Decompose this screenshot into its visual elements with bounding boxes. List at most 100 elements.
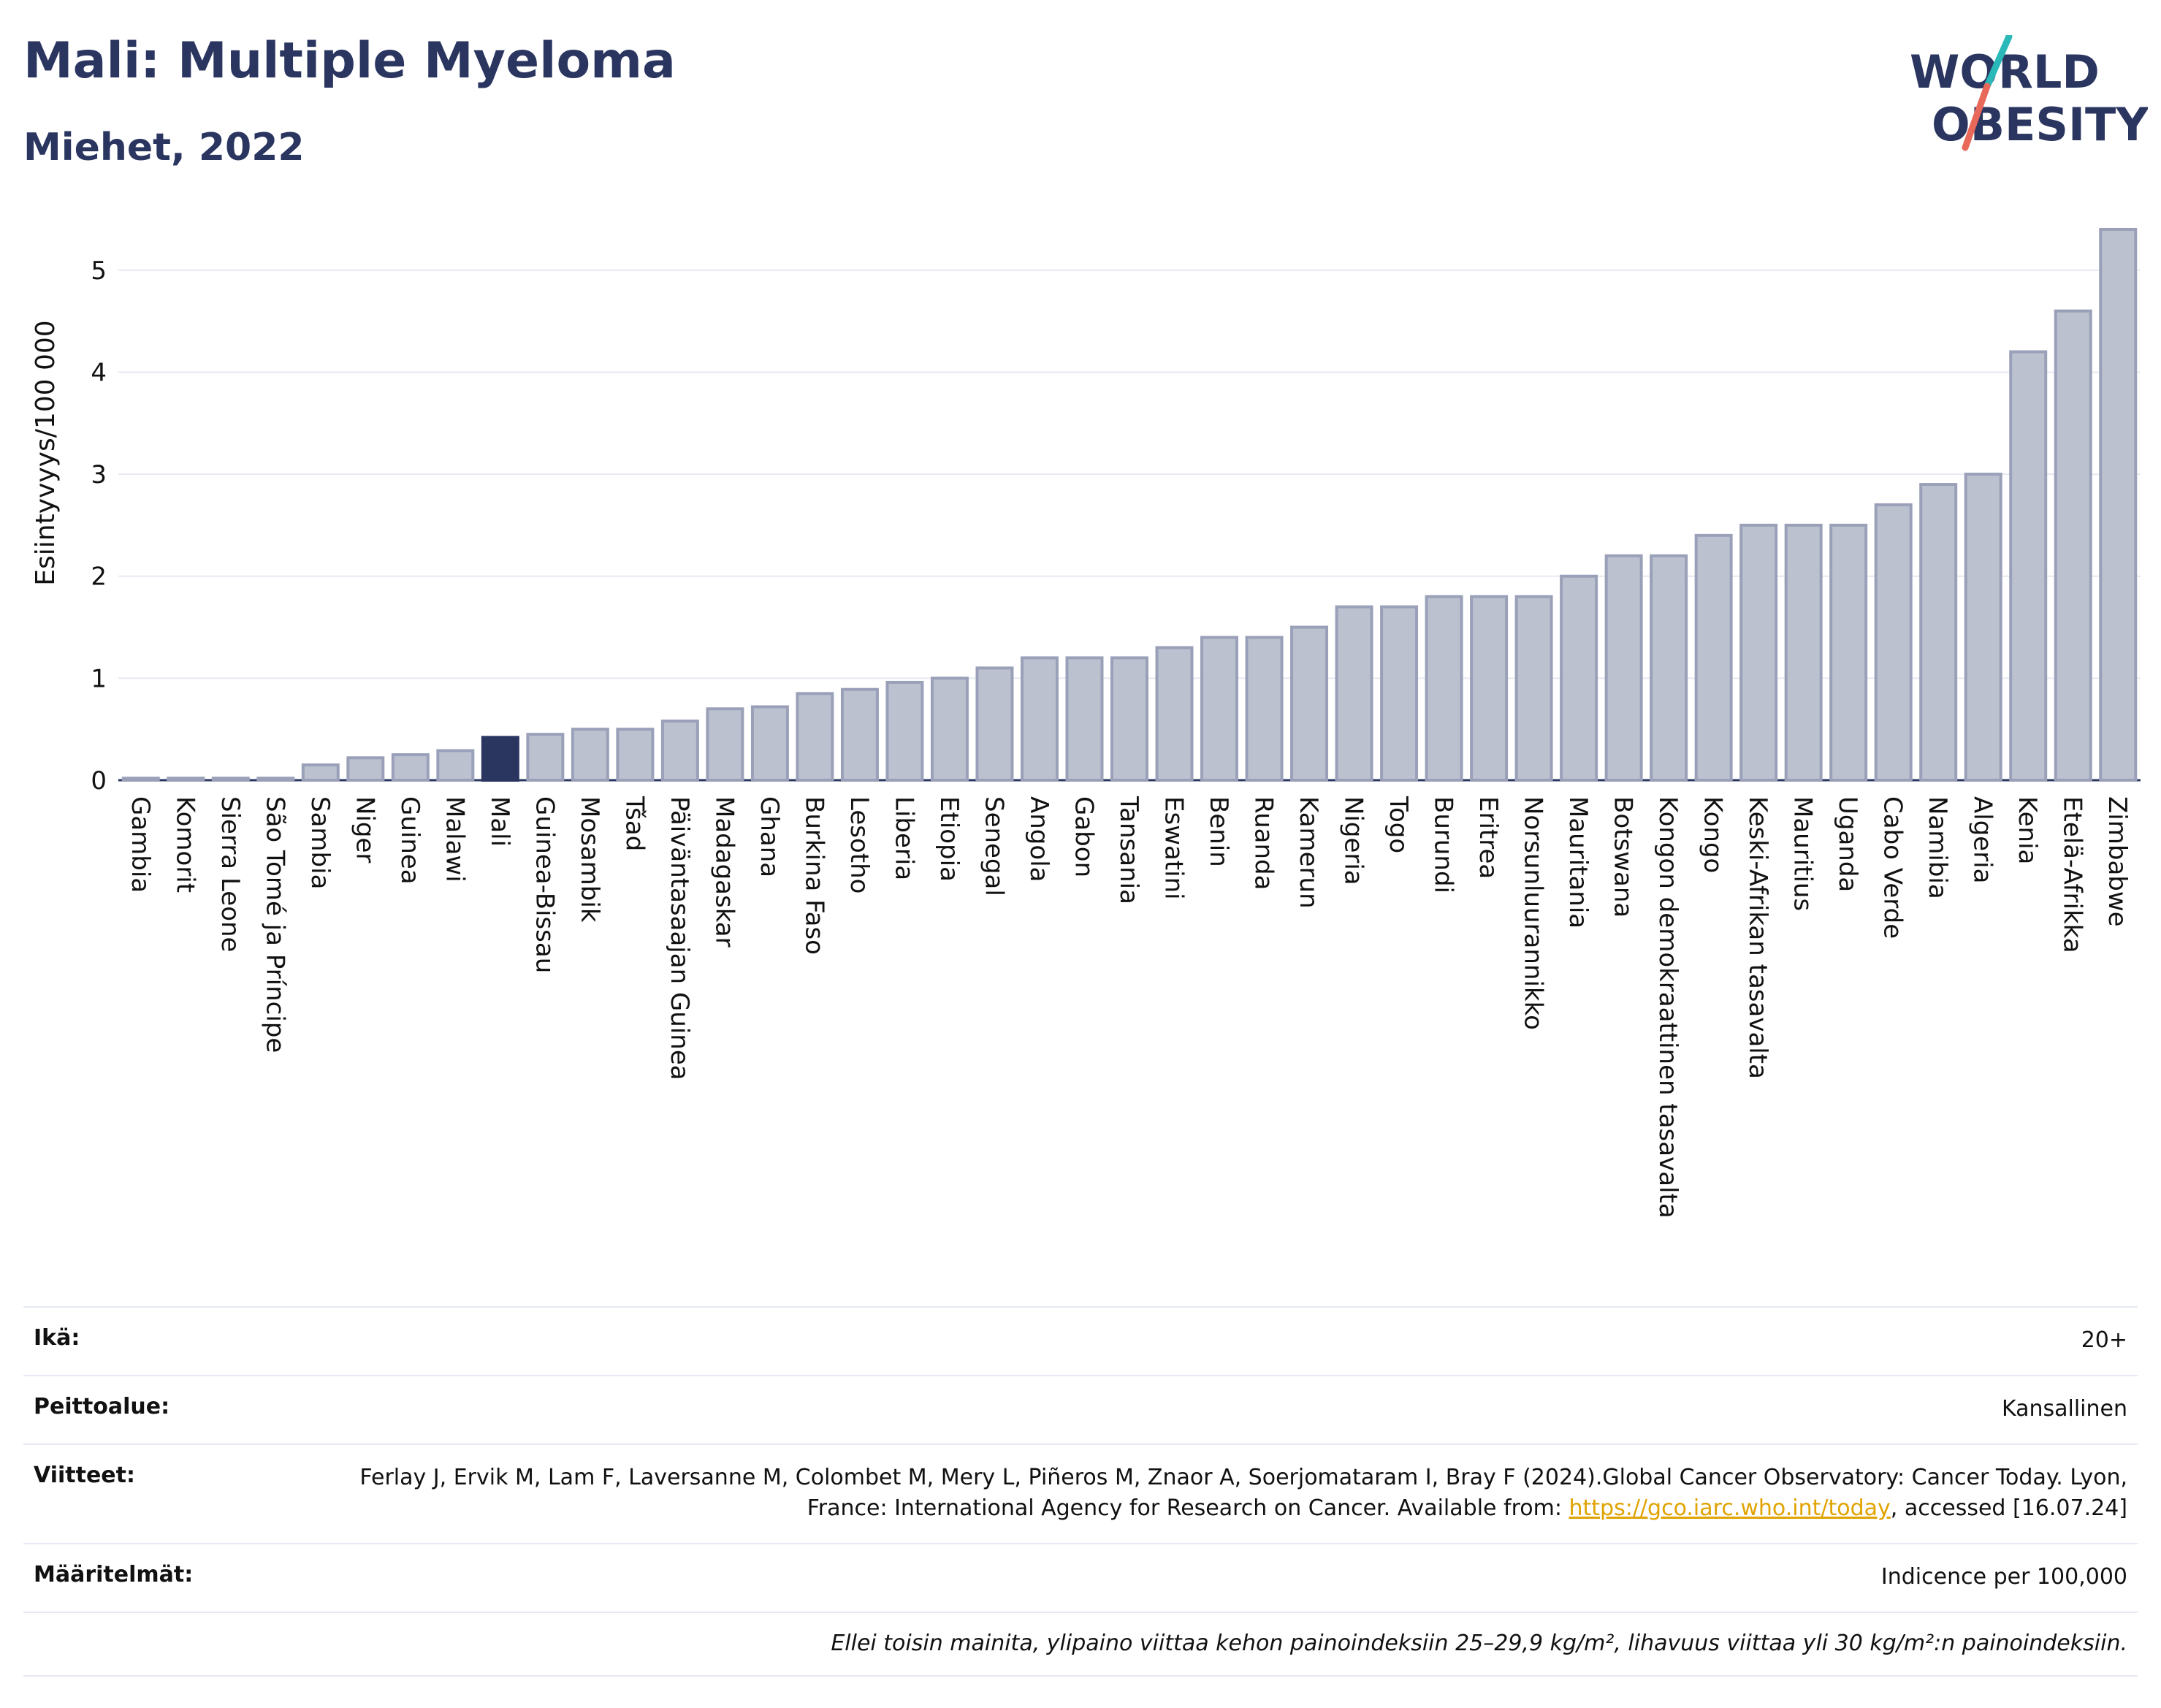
x-tick-label: Kongo xyxy=(1699,796,1728,873)
bar xyxy=(1784,523,1823,782)
bar xyxy=(1335,605,1373,782)
y-axis-label: Esiintyvyys/100 000 xyxy=(31,320,61,585)
x-tick-label: Madagaskar xyxy=(709,796,739,948)
x-tick-label: Mauritius xyxy=(1788,796,1818,911)
x-tick-label: Ruanda xyxy=(1249,796,1278,890)
x-tick-label: Kenia xyxy=(2013,796,2042,864)
x-tick-label: Gabon xyxy=(1069,796,1098,877)
x-tick-label: Mauritania xyxy=(1563,796,1593,929)
x-tick-label: Nigeria xyxy=(1339,796,1368,885)
x-tick-label: Sambia xyxy=(305,796,335,889)
references-label: Viitteet: xyxy=(34,1463,135,1488)
bar xyxy=(1425,595,1463,782)
x-tick-label: Päiväntasaajan Guinea xyxy=(665,796,694,1080)
x-tick-label: Niger xyxy=(350,796,379,863)
references-text: Ferlay J, Ervik M, Lam F, Laversanne M, … xyxy=(359,1465,2127,1521)
x-tick-label: Benin xyxy=(1204,796,1233,867)
bar xyxy=(796,692,834,782)
info-table: Ikä: 20+ Peittoalue: Kansallinen Viittee… xyxy=(23,1306,2138,1677)
bar xyxy=(1380,605,1419,782)
bar xyxy=(1470,595,1509,782)
bar xyxy=(121,777,160,782)
definitions-value: Indicence per 100,000 xyxy=(1880,1564,2127,1590)
x-tick-label: Kongon demokraattinen tasavalta xyxy=(1653,796,1682,1219)
coverage-label: Peittoalue: xyxy=(34,1394,170,1419)
bar xyxy=(1604,554,1643,782)
x-tick-label: Etiopia xyxy=(934,796,964,882)
bar xyxy=(1694,533,1733,782)
x-tick-label: Mali xyxy=(485,796,514,847)
bar xyxy=(616,728,655,782)
bar xyxy=(301,763,340,782)
bar xyxy=(1964,473,2002,782)
bar xyxy=(1200,636,1239,782)
bar xyxy=(391,753,430,782)
bar xyxy=(2054,309,2092,782)
y-tick-label: 5 xyxy=(91,256,107,286)
x-tick-label: Keski-Afrikan tasavalta xyxy=(1743,796,1772,1079)
chart-title: Mali: Multiple Myeloma xyxy=(23,32,676,90)
bar xyxy=(1650,554,1688,782)
logo-accent-coral xyxy=(1962,83,1991,151)
bar xyxy=(1514,595,1553,782)
bar xyxy=(1110,656,1148,782)
bar xyxy=(1829,523,1868,782)
bar xyxy=(2099,227,2138,782)
definitions-label: Määritelmät: xyxy=(34,1562,194,1587)
bar xyxy=(750,705,789,782)
bar xyxy=(840,687,879,782)
info-row-coverage: Peittoalue: Kansallinen xyxy=(23,1375,2138,1444)
info-row-definitions: Määritelmät: Indicence per 100,000 xyxy=(23,1543,2138,1612)
bar xyxy=(1155,646,1194,782)
bar xyxy=(660,720,699,782)
y-axis-ticks: 0 1 2 3 4 5 xyxy=(91,256,107,796)
world-obesity-logo: WORLD OBESITY xyxy=(1910,35,2148,151)
bar xyxy=(975,666,1014,782)
x-tick-label: Ghana xyxy=(755,796,784,877)
x-tick-label: Eswatini xyxy=(1159,796,1189,900)
bar xyxy=(1874,503,1913,782)
bar xyxy=(436,749,475,782)
y-tick-label: 4 xyxy=(91,358,107,387)
logo-accent-teal xyxy=(1983,35,2013,90)
bar xyxy=(1290,625,1329,782)
bar xyxy=(211,777,250,782)
y-tick-label: 2 xyxy=(91,563,107,592)
x-tick-label: Tansania xyxy=(1114,796,1143,904)
bar xyxy=(167,777,205,782)
references-link[interactable]: https://gco.iarc.who.int/today xyxy=(1569,1495,1891,1521)
bar xyxy=(571,728,609,782)
info-row-age: Ikä: 20+ xyxy=(23,1306,2138,1375)
bar xyxy=(1065,656,1104,782)
x-tick-label: Gambia xyxy=(126,796,155,893)
x-tick-label: Mosambik xyxy=(575,796,604,923)
bars xyxy=(121,227,2138,782)
bar xyxy=(1919,483,1958,782)
x-tick-label: Angola xyxy=(1024,796,1053,882)
x-tick-label: Etelä-Afrikka xyxy=(2058,796,2087,953)
bar xyxy=(2009,350,2048,782)
x-tick-label: Guinea xyxy=(395,796,424,885)
bar xyxy=(885,680,924,782)
chart-area: 0 1 2 3 4 5 Gambia Komorit Sierra Leone São Tomé… xyxy=(0,190,2161,1271)
age-label: Ikä: xyxy=(34,1325,80,1351)
x-tick-label: Guinea-Bissau xyxy=(530,796,559,973)
x-tick-label: Sierra Leone xyxy=(216,796,245,952)
x-tick-label: Senegal xyxy=(979,796,1008,896)
bar-highlight-mali xyxy=(481,736,519,782)
x-tick-label: Liberia xyxy=(889,796,918,880)
y-tick-label: 0 xyxy=(91,766,107,796)
x-tick-label: Algeria xyxy=(1968,796,1997,883)
age-value: 20+ xyxy=(2081,1327,2127,1353)
x-tick-label: Namibia xyxy=(1923,796,1952,899)
references-value: Ferlay J, Ervik M, Lam F, Laversanne M, … xyxy=(301,1463,2127,1524)
y-tick-label: 1 xyxy=(91,664,107,693)
bar xyxy=(526,733,565,782)
bar xyxy=(930,676,969,782)
chart-subtitle: Miehet, 2022 xyxy=(23,126,305,169)
x-tick-label: Botswana xyxy=(1609,796,1638,918)
x-tick-label: Uganda xyxy=(1833,796,1862,892)
bar xyxy=(346,756,385,782)
x-tick-label: Cabo Verde xyxy=(1878,796,1907,939)
bar xyxy=(1739,523,1778,782)
